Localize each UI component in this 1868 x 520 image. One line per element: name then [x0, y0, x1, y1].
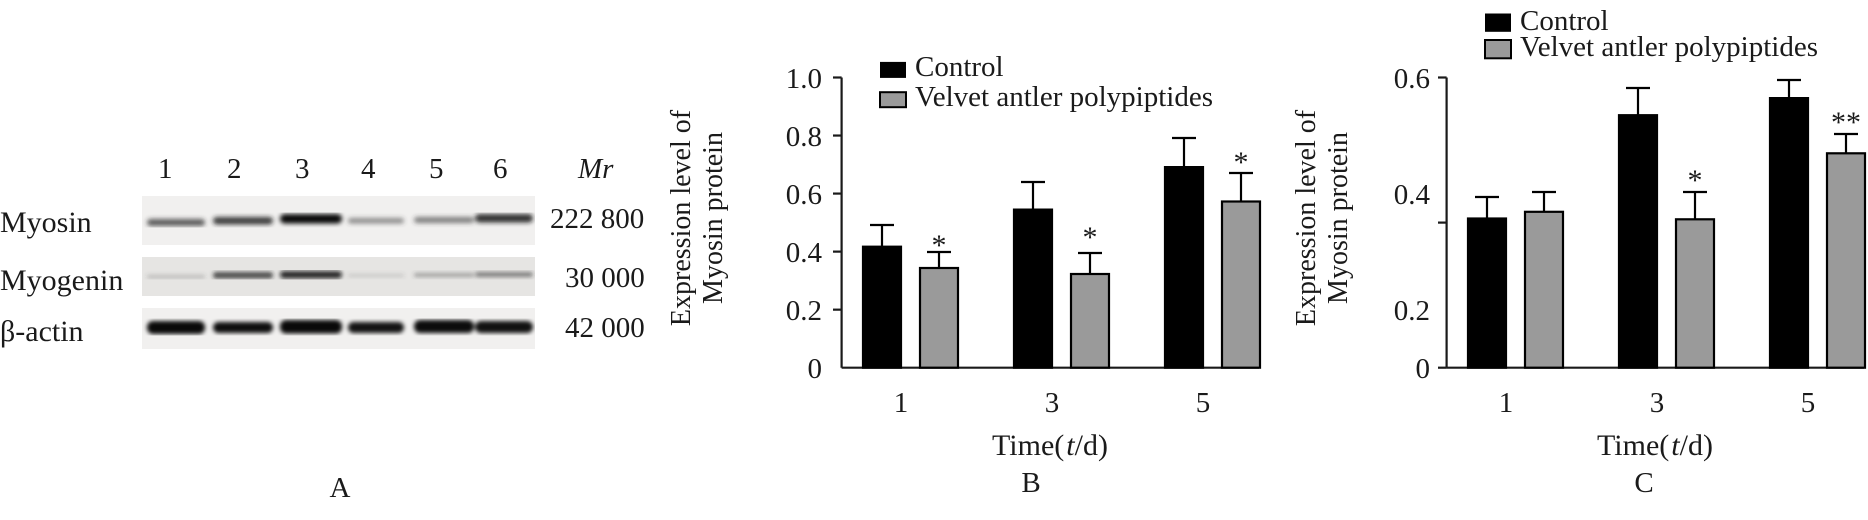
svg-text:0.2: 0.2: [1394, 295, 1430, 327]
svg-text:0.6: 0.6: [1394, 63, 1430, 95]
svg-text:0: 0: [808, 353, 823, 385]
svg-text:**: **: [1831, 106, 1861, 139]
svg-text:3: 3: [1650, 387, 1665, 419]
svg-text:*: *: [1083, 221, 1098, 254]
svg-text:Myosin protein: Myosin protein: [698, 132, 729, 304]
svg-text:0.2: 0.2: [786, 295, 822, 327]
svg-text:B: B: [1021, 467, 1040, 499]
svg-text:1: 1: [1499, 387, 1514, 419]
svg-text:*: *: [1688, 164, 1703, 197]
svg-text:Expression level of: Expression level of: [666, 109, 697, 326]
svg-text:Myosin protein: Myosin protein: [1323, 132, 1354, 304]
svg-text:*: *: [1234, 146, 1249, 179]
svg-text:5: 5: [1196, 387, 1211, 419]
svg-text:0.4: 0.4: [1394, 179, 1431, 211]
svg-text:Velvet antler polypiptides: Velvet antler polypiptides: [915, 81, 1213, 113]
svg-text:Time(t/d): Time(t/d): [992, 429, 1108, 462]
svg-text:0.6: 0.6: [786, 179, 822, 211]
svg-text:0: 0: [1416, 353, 1431, 385]
svg-text:Control: Control: [915, 51, 1004, 83]
svg-text:Expression level of: Expression level of: [1291, 109, 1322, 326]
svg-text:C: C: [1634, 467, 1653, 499]
svg-text:3: 3: [1045, 387, 1060, 419]
svg-text:0.8: 0.8: [786, 121, 822, 153]
svg-text:*: *: [932, 229, 947, 262]
svg-text:Time(t/d): Time(t/d): [1597, 429, 1713, 462]
svg-text:0.4: 0.4: [786, 237, 823, 269]
svg-text:Velvet antler polypiptides: Velvet antler polypiptides: [1520, 31, 1818, 63]
svg-text:1: 1: [894, 387, 909, 419]
svg-text:1.0: 1.0: [786, 63, 822, 95]
svg-text:5: 5: [1801, 387, 1816, 419]
